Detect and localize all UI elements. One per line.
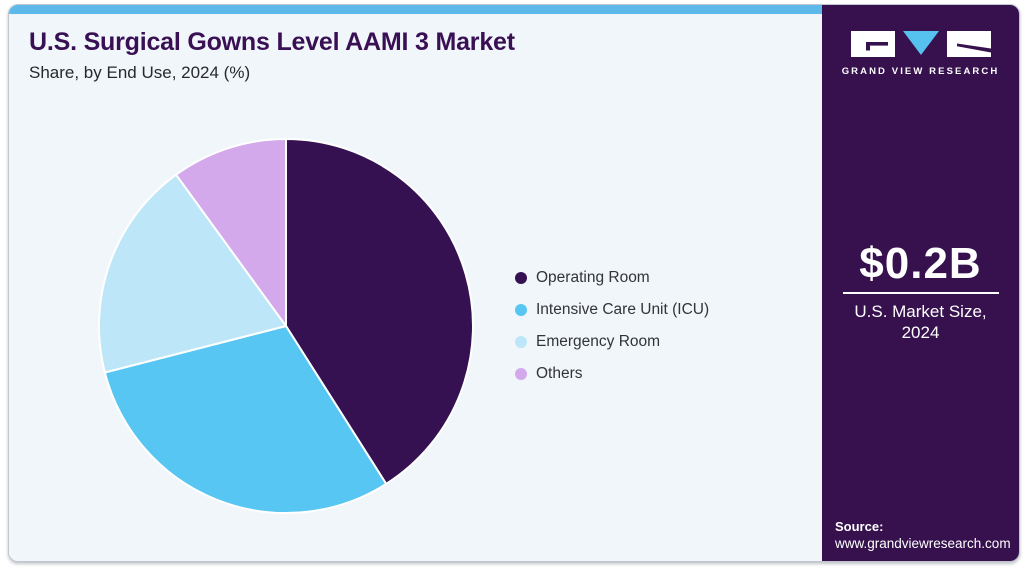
legend-item-operating-room: Operating Room xyxy=(515,269,709,287)
market-size-block: $0.2B U.S. Market Size, 2024 xyxy=(822,241,1019,343)
legend-label: Others xyxy=(536,365,583,382)
legend-dot-icon xyxy=(515,368,527,380)
market-size-value: $0.2B xyxy=(859,239,982,288)
legend-item-others: Others xyxy=(515,365,709,383)
source-block: Source: www.grandviewresearch.com xyxy=(835,518,1011,552)
sidebar: GRAND VIEW RESEARCH $0.2B U.S. Market Si… xyxy=(822,5,1019,561)
accent-bar xyxy=(9,5,822,14)
legend-dot-icon xyxy=(515,272,527,284)
legend-label: Emergency Room xyxy=(536,333,661,350)
pie-slice-emergency-room xyxy=(98,173,287,374)
pie-slice-operating-room xyxy=(285,138,474,485)
source-url: www.grandviewresearch.com xyxy=(835,536,1011,551)
market-size-label-line2: 2024 xyxy=(901,323,940,342)
legend: Operating Room Intensive Care Unit (ICU) E… xyxy=(515,269,709,383)
brand-name: GRAND VIEW RESEARCH xyxy=(841,66,1000,77)
legend-label: Operating Room xyxy=(536,269,650,286)
pie-slice-others xyxy=(175,138,287,327)
pie-slice-intensive-care-unit-icu xyxy=(103,325,388,514)
legend-dot-icon xyxy=(515,336,527,348)
legend-dot-icon xyxy=(515,304,527,316)
chart-panel: U.S. Surgical Gowns Level AAMI 3 Market … xyxy=(9,5,822,561)
legend-label: Intensive Care Unit (ICU) xyxy=(536,301,710,318)
market-size-divider xyxy=(842,292,999,294)
page-subtitle: Share, by End Use, 2024 (%) xyxy=(29,63,251,82)
legend-item-emergency-room: Emergency Room xyxy=(515,333,709,351)
infographic-card: U.S. Surgical Gowns Level AAMI 3 Market … xyxy=(8,4,1020,562)
pie-chart xyxy=(96,136,476,516)
source-label: Source: xyxy=(835,519,884,534)
legend-item-intensive-care-unit-icu: Intensive Care Unit (ICU) xyxy=(515,301,709,319)
market-size-label-line1: U.S. Market Size, xyxy=(854,302,987,321)
gvr-logo-icon xyxy=(850,31,991,57)
market-size-label: U.S. Market Size, 2024 xyxy=(822,301,1019,343)
brand-logo: GRAND VIEW RESEARCH xyxy=(822,31,1019,77)
pie-chart-svg xyxy=(98,138,474,514)
page-title: U.S. Surgical Gowns Level AAMI 3 Market xyxy=(29,28,515,56)
